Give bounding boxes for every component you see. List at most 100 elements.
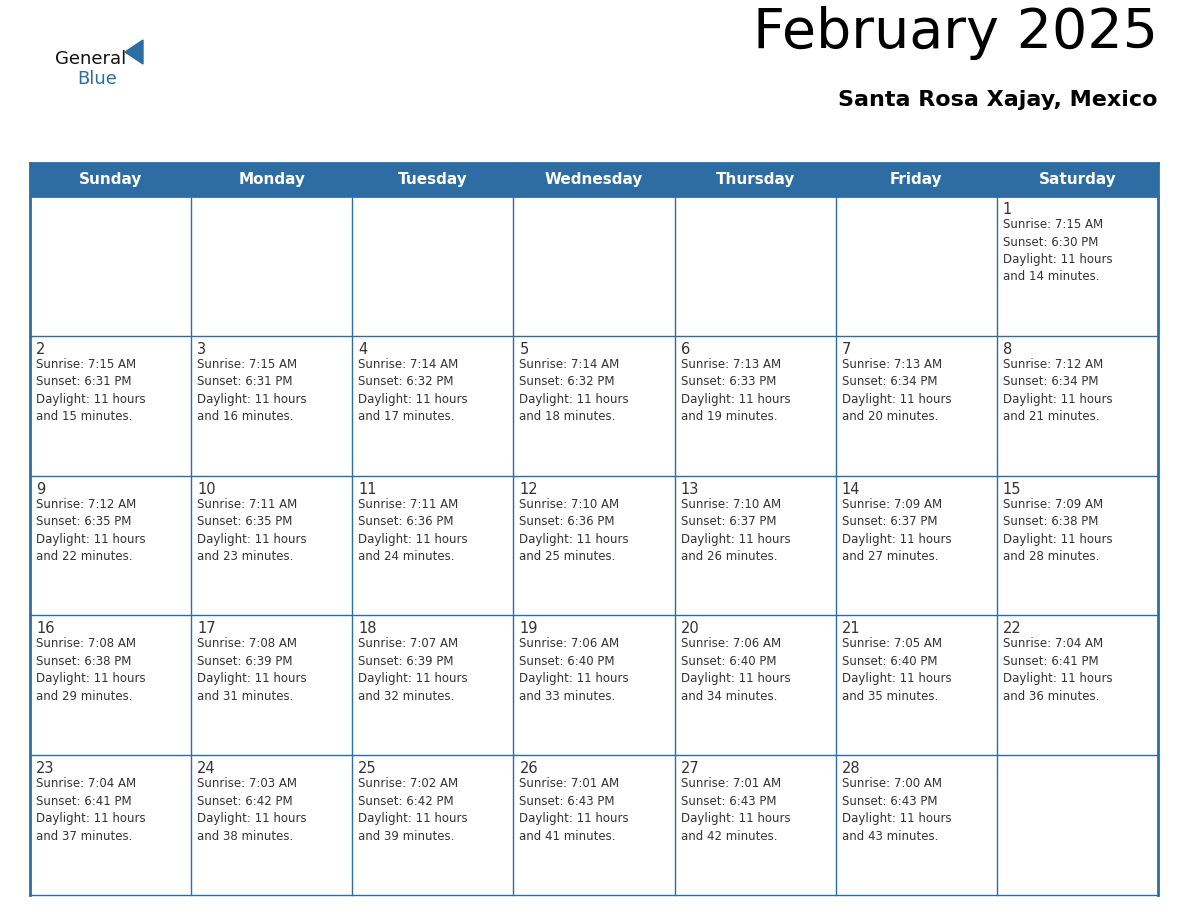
Bar: [353, 196, 513, 336]
Bar: [30, 163, 1158, 196]
Bar: [353, 756, 513, 895]
Bar: [30, 615, 191, 756]
Text: Sunrise: 7:00 AM
Sunset: 6:43 PM
Daylight: 11 hours
and 43 minutes.: Sunrise: 7:00 AM Sunset: 6:43 PM Dayligh…: [842, 778, 952, 843]
Text: 11: 11: [359, 482, 377, 497]
Text: Santa Rosa Xajay, Mexico: Santa Rosa Xajay, Mexico: [839, 90, 1158, 110]
Text: Sunrise: 7:06 AM
Sunset: 6:40 PM
Daylight: 11 hours
and 34 minutes.: Sunrise: 7:06 AM Sunset: 6:40 PM Dayligh…: [681, 637, 790, 703]
Bar: [30, 756, 191, 895]
Text: 12: 12: [519, 482, 538, 497]
Text: 16: 16: [36, 621, 55, 636]
Text: Sunrise: 7:01 AM
Sunset: 6:43 PM
Daylight: 11 hours
and 42 minutes.: Sunrise: 7:01 AM Sunset: 6:43 PM Dayligh…: [681, 778, 790, 843]
Text: Sunrise: 7:01 AM
Sunset: 6:43 PM
Daylight: 11 hours
and 41 minutes.: Sunrise: 7:01 AM Sunset: 6:43 PM Dayligh…: [519, 778, 630, 843]
Bar: [835, 476, 997, 615]
Bar: [353, 615, 513, 756]
Bar: [675, 336, 835, 476]
Bar: [513, 756, 675, 895]
Bar: [353, 476, 513, 615]
Text: 8: 8: [1003, 341, 1012, 357]
Bar: [30, 336, 191, 476]
Text: 17: 17: [197, 621, 216, 636]
Bar: [997, 476, 1158, 615]
Bar: [675, 196, 835, 336]
Text: Sunrise: 7:14 AM
Sunset: 6:32 PM
Daylight: 11 hours
and 18 minutes.: Sunrise: 7:14 AM Sunset: 6:32 PM Dayligh…: [519, 358, 630, 423]
Text: Sunrise: 7:03 AM
Sunset: 6:42 PM
Daylight: 11 hours
and 38 minutes.: Sunrise: 7:03 AM Sunset: 6:42 PM Dayligh…: [197, 778, 307, 843]
Text: Sunrise: 7:11 AM
Sunset: 6:35 PM
Daylight: 11 hours
and 23 minutes.: Sunrise: 7:11 AM Sunset: 6:35 PM Dayligh…: [197, 498, 307, 563]
Text: 27: 27: [681, 761, 700, 777]
Bar: [513, 336, 675, 476]
Text: 5: 5: [519, 341, 529, 357]
Text: Sunrise: 7:09 AM
Sunset: 6:38 PM
Daylight: 11 hours
and 28 minutes.: Sunrise: 7:09 AM Sunset: 6:38 PM Dayligh…: [1003, 498, 1112, 563]
Text: 14: 14: [842, 482, 860, 497]
Text: 18: 18: [359, 621, 377, 636]
Bar: [997, 196, 1158, 336]
Text: Sunrise: 7:07 AM
Sunset: 6:39 PM
Daylight: 11 hours
and 32 minutes.: Sunrise: 7:07 AM Sunset: 6:39 PM Dayligh…: [359, 637, 468, 703]
Text: Sunrise: 7:11 AM
Sunset: 6:36 PM
Daylight: 11 hours
and 24 minutes.: Sunrise: 7:11 AM Sunset: 6:36 PM Dayligh…: [359, 498, 468, 563]
Bar: [30, 196, 191, 336]
Bar: [675, 615, 835, 756]
Text: 23: 23: [36, 761, 55, 777]
Text: Sunrise: 7:10 AM
Sunset: 6:37 PM
Daylight: 11 hours
and 26 minutes.: Sunrise: 7:10 AM Sunset: 6:37 PM Dayligh…: [681, 498, 790, 563]
Text: Friday: Friday: [890, 172, 942, 187]
Bar: [997, 615, 1158, 756]
Text: Sunrise: 7:15 AM
Sunset: 6:31 PM
Daylight: 11 hours
and 15 minutes.: Sunrise: 7:15 AM Sunset: 6:31 PM Dayligh…: [36, 358, 146, 423]
Bar: [191, 615, 353, 756]
Bar: [675, 756, 835, 895]
Text: Tuesday: Tuesday: [398, 172, 468, 187]
Text: Blue: Blue: [77, 70, 116, 88]
Text: Sunrise: 7:04 AM
Sunset: 6:41 PM
Daylight: 11 hours
and 37 minutes.: Sunrise: 7:04 AM Sunset: 6:41 PM Dayligh…: [36, 778, 146, 843]
Text: 24: 24: [197, 761, 216, 777]
Bar: [997, 756, 1158, 895]
Bar: [675, 476, 835, 615]
Text: Sunrise: 7:13 AM
Sunset: 6:34 PM
Daylight: 11 hours
and 20 minutes.: Sunrise: 7:13 AM Sunset: 6:34 PM Dayligh…: [842, 358, 952, 423]
Text: Sunrise: 7:15 AM
Sunset: 6:31 PM
Daylight: 11 hours
and 16 minutes.: Sunrise: 7:15 AM Sunset: 6:31 PM Dayligh…: [197, 358, 307, 423]
Text: 4: 4: [359, 341, 367, 357]
Text: 28: 28: [842, 761, 860, 777]
Text: 1: 1: [1003, 202, 1012, 217]
Bar: [513, 615, 675, 756]
Bar: [191, 476, 353, 615]
Text: Monday: Monday: [239, 172, 305, 187]
Text: Sunrise: 7:15 AM
Sunset: 6:30 PM
Daylight: 11 hours
and 14 minutes.: Sunrise: 7:15 AM Sunset: 6:30 PM Dayligh…: [1003, 218, 1112, 284]
Bar: [997, 336, 1158, 476]
Text: 25: 25: [359, 761, 377, 777]
Text: Sunrise: 7:08 AM
Sunset: 6:39 PM
Daylight: 11 hours
and 31 minutes.: Sunrise: 7:08 AM Sunset: 6:39 PM Dayligh…: [197, 637, 307, 703]
Text: 19: 19: [519, 621, 538, 636]
Text: General: General: [55, 50, 126, 68]
Bar: [835, 336, 997, 476]
Text: 15: 15: [1003, 482, 1022, 497]
Text: Sunrise: 7:09 AM
Sunset: 6:37 PM
Daylight: 11 hours
and 27 minutes.: Sunrise: 7:09 AM Sunset: 6:37 PM Dayligh…: [842, 498, 952, 563]
Text: 13: 13: [681, 482, 699, 497]
Text: February 2025: February 2025: [753, 6, 1158, 60]
Text: Wednesday: Wednesday: [545, 172, 643, 187]
Text: Sunrise: 7:12 AM
Sunset: 6:35 PM
Daylight: 11 hours
and 22 minutes.: Sunrise: 7:12 AM Sunset: 6:35 PM Dayligh…: [36, 498, 146, 563]
Text: 21: 21: [842, 621, 860, 636]
Text: Sunrise: 7:13 AM
Sunset: 6:33 PM
Daylight: 11 hours
and 19 minutes.: Sunrise: 7:13 AM Sunset: 6:33 PM Dayligh…: [681, 358, 790, 423]
Bar: [835, 615, 997, 756]
Text: Sunrise: 7:10 AM
Sunset: 6:36 PM
Daylight: 11 hours
and 25 minutes.: Sunrise: 7:10 AM Sunset: 6:36 PM Dayligh…: [519, 498, 630, 563]
Text: Sunrise: 7:12 AM
Sunset: 6:34 PM
Daylight: 11 hours
and 21 minutes.: Sunrise: 7:12 AM Sunset: 6:34 PM Dayligh…: [1003, 358, 1112, 423]
Text: Thursday: Thursday: [715, 172, 795, 187]
Text: Sunrise: 7:08 AM
Sunset: 6:38 PM
Daylight: 11 hours
and 29 minutes.: Sunrise: 7:08 AM Sunset: 6:38 PM Dayligh…: [36, 637, 146, 703]
Text: Sunrise: 7:05 AM
Sunset: 6:40 PM
Daylight: 11 hours
and 35 minutes.: Sunrise: 7:05 AM Sunset: 6:40 PM Dayligh…: [842, 637, 952, 703]
Text: 2: 2: [36, 341, 45, 357]
Text: 10: 10: [197, 482, 216, 497]
Text: 6: 6: [681, 341, 690, 357]
Text: 3: 3: [197, 341, 207, 357]
Bar: [191, 336, 353, 476]
Bar: [513, 196, 675, 336]
Text: Sunrise: 7:02 AM
Sunset: 6:42 PM
Daylight: 11 hours
and 39 minutes.: Sunrise: 7:02 AM Sunset: 6:42 PM Dayligh…: [359, 778, 468, 843]
Bar: [30, 476, 191, 615]
Text: Sunrise: 7:14 AM
Sunset: 6:32 PM
Daylight: 11 hours
and 17 minutes.: Sunrise: 7:14 AM Sunset: 6:32 PM Dayligh…: [359, 358, 468, 423]
Text: Sunrise: 7:04 AM
Sunset: 6:41 PM
Daylight: 11 hours
and 36 minutes.: Sunrise: 7:04 AM Sunset: 6:41 PM Dayligh…: [1003, 637, 1112, 703]
Text: 26: 26: [519, 761, 538, 777]
Text: 9: 9: [36, 482, 45, 497]
Text: 7: 7: [842, 341, 851, 357]
Bar: [513, 476, 675, 615]
Text: 22: 22: [1003, 621, 1022, 636]
Bar: [353, 336, 513, 476]
Bar: [191, 196, 353, 336]
Text: Sunrise: 7:06 AM
Sunset: 6:40 PM
Daylight: 11 hours
and 33 minutes.: Sunrise: 7:06 AM Sunset: 6:40 PM Dayligh…: [519, 637, 630, 703]
Text: Saturday: Saturday: [1038, 172, 1117, 187]
Polygon shape: [125, 40, 143, 64]
Bar: [835, 756, 997, 895]
